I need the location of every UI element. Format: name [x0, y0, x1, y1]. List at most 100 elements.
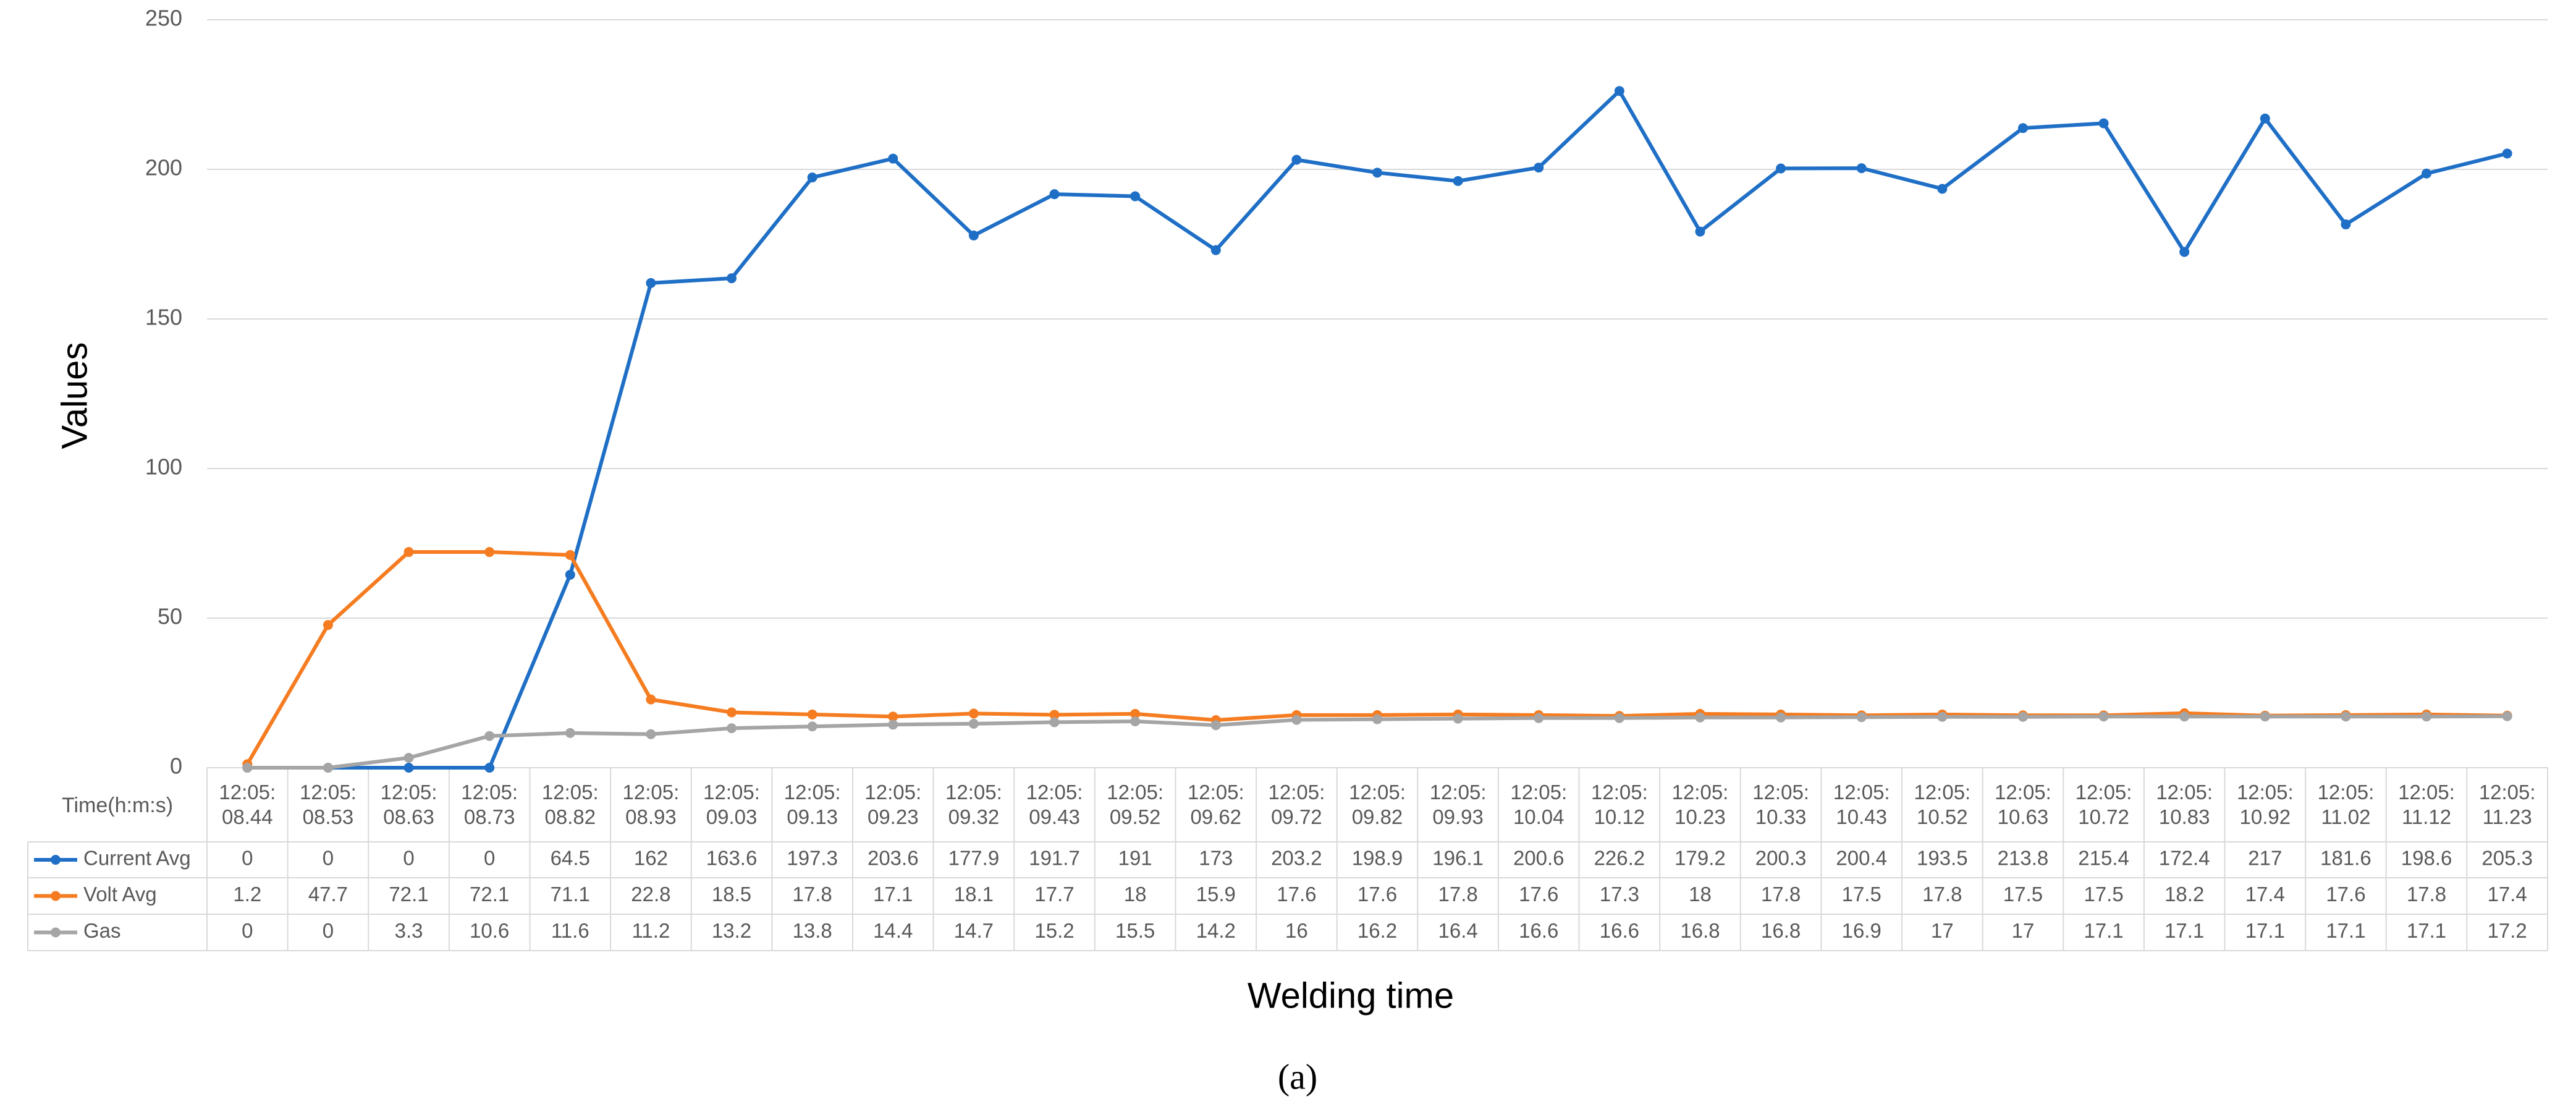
data-point — [323, 620, 333, 630]
table-value: 13.2 — [712, 919, 751, 942]
data-point — [484, 547, 495, 558]
table-value: 16.6 — [1600, 919, 1639, 942]
data-point — [1130, 191, 1141, 202]
table-value: 3.3 — [395, 919, 423, 942]
y-axis-title: Values — [54, 342, 95, 449]
table-value: 162 — [634, 847, 668, 870]
table-value: 197.3 — [787, 847, 838, 870]
series-line — [247, 89, 2508, 770]
table-value: 17.6 — [1358, 883, 1397, 906]
data-point — [1534, 713, 1544, 723]
table-value: 196.1 — [1432, 847, 1484, 870]
x-tick-label: 12:05: 08.44 — [219, 781, 276, 828]
x-tick-label: 12:05: 09.62 — [1187, 781, 1244, 828]
table-value: 18.5 — [712, 883, 751, 906]
data-point — [1453, 176, 1463, 186]
table-value: 200.4 — [1836, 847, 1887, 870]
data-point — [1614, 713, 1624, 723]
table-value: 173 — [1199, 847, 1233, 870]
y-tick-label: 200 — [145, 155, 182, 180]
data-point — [2341, 219, 2351, 230]
x-tick-label: 12:05: 10.43 — [1833, 781, 1890, 828]
data-point — [242, 763, 253, 773]
data-point — [1049, 710, 1060, 720]
data-point — [727, 723, 737, 734]
data-point — [646, 694, 656, 705]
table-value: 11.6 — [551, 919, 589, 942]
data-point — [2341, 711, 2351, 722]
data-point — [1210, 245, 1221, 255]
table-value: 0 — [242, 919, 253, 942]
table-value: 17.8 — [1438, 883, 1478, 906]
table-value: 17.1 — [2407, 919, 2446, 942]
table-value: 17.6 — [1277, 883, 1316, 906]
data-point — [1856, 712, 1867, 723]
table-value: 17 — [1931, 919, 1954, 942]
table-value: 16 — [1285, 919, 1308, 942]
data-point — [403, 753, 414, 763]
table-value: 17.1 — [2245, 919, 2285, 942]
table-value: 179.2 — [1674, 847, 1726, 870]
table-value: 16.6 — [1519, 919, 1558, 942]
data-point — [403, 547, 414, 558]
y-tick-label: 150 — [145, 305, 182, 330]
data-point — [484, 731, 495, 741]
table-header: Time(h:m:s) — [62, 794, 173, 817]
x-tick-label: 12:05: 09.52 — [1107, 781, 1163, 828]
table-value: 16.4 — [1438, 919, 1478, 942]
data-point — [403, 763, 414, 773]
data-point — [484, 763, 495, 773]
x-tick-label: 12:05: 09.72 — [1268, 781, 1325, 828]
x-tick-label: 12:05: 10.04 — [1510, 781, 1568, 828]
table-value: 22.8 — [631, 883, 670, 906]
data-point — [1937, 184, 1948, 194]
table-value: 203.2 — [1271, 847, 1322, 870]
table-value: 18.1 — [954, 883, 994, 906]
table-value: 17.6 — [2326, 883, 2365, 906]
legend-swatch — [51, 855, 61, 865]
data-point — [565, 728, 575, 738]
table-value: 200.6 — [1513, 847, 1565, 870]
data-point — [2098, 118, 2109, 129]
table-value: 17.8 — [793, 883, 832, 906]
data-point — [1534, 163, 1544, 173]
y-tick-label: 250 — [145, 6, 182, 31]
data-point — [1372, 168, 1382, 178]
data-point — [2179, 711, 2190, 722]
table-value: 181.6 — [2320, 847, 2371, 870]
table-value: 17.5 — [2003, 883, 2043, 906]
data-point — [1937, 711, 1948, 722]
table-value: 14.4 — [873, 919, 913, 942]
table-value: 200.3 — [1755, 847, 1807, 870]
table-value: 15.9 — [1196, 883, 1236, 906]
table-value: 0 — [323, 847, 334, 870]
x-tick-label: 12:05: 08.73 — [461, 781, 518, 828]
table-value: 72.1 — [389, 883, 428, 906]
table-value: 17.8 — [1761, 883, 1801, 906]
table-value: 10.6 — [470, 919, 509, 942]
data-point — [1695, 226, 1705, 237]
data-point — [2502, 711, 2512, 721]
table-value: 17.7 — [1034, 883, 1074, 906]
x-tick-label: 12:05: 09.43 — [1026, 781, 1083, 828]
table-value: 17.1 — [873, 883, 913, 906]
data-point — [565, 569, 575, 580]
y-tick-label: 0 — [170, 753, 182, 779]
table-value: 17.1 — [2164, 919, 2204, 942]
table-value: 163.6 — [706, 847, 758, 870]
table-value: 47.7 — [308, 883, 348, 906]
data-point — [807, 709, 817, 719]
table-value: 0 — [484, 847, 495, 870]
table-value: 217 — [2248, 847, 2282, 870]
legend-swatch — [51, 891, 61, 901]
data-point — [1695, 712, 1705, 723]
table-value: 18 — [1689, 883, 1712, 906]
data-point — [1049, 189, 1060, 200]
data-point — [888, 719, 898, 730]
table-value: 17.4 — [2245, 883, 2285, 906]
legend-label: Gas — [83, 919, 121, 942]
y-tick-label: 100 — [145, 454, 182, 480]
table-value: 213.8 — [1998, 847, 2049, 870]
x-tick-label: 12:05: 09.13 — [783, 781, 841, 828]
